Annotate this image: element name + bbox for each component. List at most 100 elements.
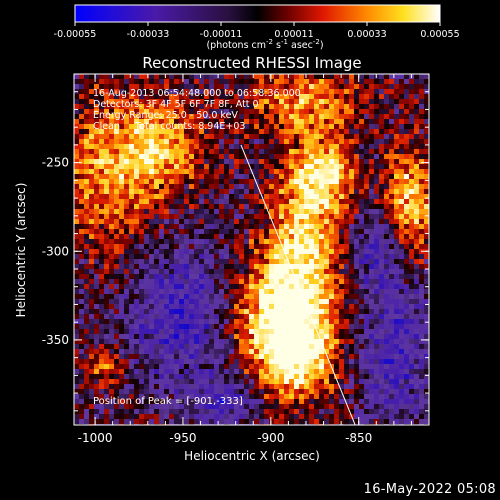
heatmap-cell <box>159 374 164 379</box>
heatmap-cell <box>209 179 214 184</box>
heatmap-cell <box>244 204 249 209</box>
heatmap-cell <box>154 314 159 319</box>
heatmap-cell <box>294 384 299 389</box>
heatmap-cell <box>409 129 414 134</box>
heatmap-cell <box>314 119 319 124</box>
heatmap-cell <box>189 294 194 299</box>
heatmap-cell <box>169 249 174 254</box>
heatmap-cell <box>214 134 219 139</box>
heatmap-cell <box>404 329 409 334</box>
heatmap-cell <box>419 209 424 214</box>
heatmap-cell <box>349 399 354 404</box>
heatmap-cell <box>359 289 364 294</box>
heatmap-cell <box>424 239 429 244</box>
heatmap-cell <box>334 359 339 364</box>
heatmap-cell <box>104 264 109 269</box>
heatmap-cell <box>364 384 369 389</box>
heatmap-cell <box>364 304 369 309</box>
heatmap-cell <box>219 199 224 204</box>
heatmap-cell <box>119 99 124 104</box>
heatmap-cell <box>159 389 164 394</box>
heatmap-cell <box>89 174 94 179</box>
heatmap-cell <box>149 79 154 84</box>
heatmap-cell <box>89 119 94 124</box>
heatmap-cell <box>189 124 194 129</box>
heatmap-cell <box>419 264 424 269</box>
heatmap-cell <box>309 74 314 79</box>
heatmap-cell <box>254 139 259 144</box>
heatmap-cell <box>269 389 274 394</box>
heatmap-cell <box>354 119 359 124</box>
heatmap-cell <box>84 349 89 354</box>
heatmap-cell <box>399 294 404 299</box>
heatmap-cell <box>134 299 139 304</box>
heatmap-cell <box>229 334 234 339</box>
heatmap-cell <box>139 234 144 239</box>
heatmap-cell <box>149 239 154 244</box>
heatmap-cell <box>144 374 149 379</box>
heatmap-cell <box>199 364 204 369</box>
heatmap-cell <box>379 114 384 119</box>
heatmap-cell <box>329 369 334 374</box>
heatmap-cell <box>359 379 364 384</box>
heatmap-cell <box>249 374 254 379</box>
heatmap-cell <box>264 294 269 299</box>
heatmap-cell <box>114 394 119 399</box>
heatmap-cell <box>324 339 329 344</box>
heatmap-cell <box>224 289 229 294</box>
heatmap-cell <box>389 229 394 234</box>
heatmap-cell <box>189 264 194 269</box>
heatmap-cell <box>144 299 149 304</box>
heatmap-cell <box>414 154 419 159</box>
heatmap-cell <box>84 364 89 369</box>
heatmap-cell <box>94 214 99 219</box>
heatmap-cell <box>379 119 384 124</box>
heatmap-cell <box>119 284 124 289</box>
heatmap-cell <box>264 179 269 184</box>
heatmap-cell <box>369 299 374 304</box>
heatmap-cell <box>384 89 389 94</box>
heatmap-cell <box>249 339 254 344</box>
heatmap-cell <box>214 259 219 264</box>
heatmap-cell <box>279 119 284 124</box>
heatmap-cell <box>329 314 334 319</box>
heatmap-cell <box>284 294 289 299</box>
heatmap-cell <box>179 234 184 239</box>
heatmap-cell <box>304 264 309 269</box>
heatmap-cell <box>224 219 229 224</box>
heatmap-cell <box>104 349 109 354</box>
heatmap-cell <box>294 394 299 399</box>
heatmap-cell <box>179 129 184 134</box>
heatmap-cell <box>99 179 104 184</box>
heatmap-cell <box>394 304 399 309</box>
heatmap-cell <box>424 299 429 304</box>
heatmap-cell <box>309 94 314 99</box>
heatmap-cell <box>409 324 414 329</box>
heatmap-cell <box>244 384 249 389</box>
heatmap-cell <box>174 299 179 304</box>
heatmap-cell <box>219 379 224 384</box>
heatmap-cell <box>249 74 254 79</box>
heatmap-cell <box>409 249 414 254</box>
heatmap-cell <box>239 174 244 179</box>
heatmap-cell <box>324 269 329 274</box>
heatmap-cell <box>249 174 254 179</box>
heatmap-cell <box>394 314 399 319</box>
heatmap-cell <box>379 84 384 89</box>
heatmap-cell <box>229 144 234 149</box>
heatmap-cell <box>129 269 134 274</box>
heatmap-cell <box>224 209 229 214</box>
heatmap-cell <box>214 89 219 94</box>
heatmap-cell <box>194 279 199 284</box>
heatmap-cell <box>399 209 404 214</box>
heatmap-cell <box>379 254 384 259</box>
heatmap-cell <box>74 324 79 329</box>
heatmap-cell <box>179 319 184 324</box>
heatmap-cell <box>359 394 364 399</box>
heatmap-cell <box>414 419 419 424</box>
heatmap-cell <box>159 174 164 179</box>
heatmap-cell <box>274 259 279 264</box>
heatmap-cell <box>214 99 219 104</box>
heatmap-cell <box>189 214 194 219</box>
heatmap-cell <box>109 334 114 339</box>
